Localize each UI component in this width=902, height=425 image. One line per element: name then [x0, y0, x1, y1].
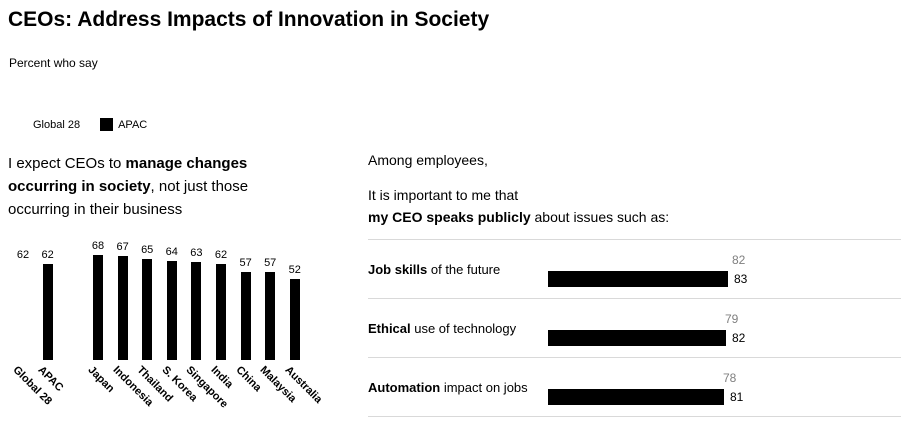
hbar-row-ethical-use-of-technology: Ethical use of technology 79 82 — [368, 299, 901, 358]
column-bar-japan — [93, 255, 103, 360]
hbar-line-global-28: 82 — [548, 251, 747, 268]
column-value-label-global-28: 62 — [16, 249, 30, 261]
column-value-label-s-korea: 64 — [165, 246, 178, 258]
legend-label-global-28: Global 28 — [33, 118, 81, 131]
column-bar-apac — [42, 264, 53, 360]
intro-line-2: my CEO speaks publicly about issues such… — [368, 206, 788, 228]
column-chart: 62 Global 28 62 APAC 68 Japan 67 Indonesia 65 Tha… — [0, 240, 345, 425]
column-value-label-apac: 62 — [41, 249, 54, 261]
column-bar-singapore — [191, 262, 202, 360]
text-part: I expect CEOs to — [8, 155, 126, 172]
column-bar-australia — [289, 279, 300, 360]
column-bar-thailand — [142, 259, 153, 360]
hbar-apac-automation-impact-on-jobs — [548, 388, 724, 405]
legend-item-apac: APAC — [100, 118, 147, 131]
text-part: my CEO speaks publicly — [368, 209, 531, 225]
hbar-value-apac-job-skills-of-the-future: 83 — [734, 271, 748, 286]
text-part: Job skills — [368, 261, 428, 277]
column-value-label-australia: 52 — [288, 264, 301, 276]
hbar-row-automation-impact-on-jobs: Automation impact on jobs 78 81 — [368, 358, 901, 417]
page-subtitle: Percent who say — [9, 56, 98, 70]
column-value-label-indonesia: 67 — [116, 241, 129, 253]
text-part: about issues such as: — [530, 209, 670, 225]
apac-swatch — [100, 118, 114, 131]
column-value-label-singapore: 63 — [190, 247, 203, 259]
column-bar-india — [216, 264, 226, 360]
hbar-line-global-28: 79 — [548, 310, 745, 327]
text-part: Automation — [368, 379, 441, 395]
hbar-group-ethical-use-of-technology: 79 82 — [548, 310, 745, 346]
hbar-line-apac: 82 — [548, 329, 745, 346]
hbar-row-label-automation-impact-on-jobs: Automation impact on jobs — [368, 380, 548, 395]
hbar-global-28-ethical-use-of-technology — [548, 312, 719, 325]
column-value-label-malaysia: 57 — [264, 257, 277, 269]
column-bar-s-korea — [166, 261, 177, 360]
text-part: of the future — [427, 261, 501, 277]
column-value-label-thailand: 65 — [141, 244, 154, 256]
hbar-chart: Job skills of the future 82 83 Ethical use … — [368, 239, 901, 417]
axis-label-china: China — [233, 364, 264, 395]
right-intro-text: It is important to me that my CEO speaks… — [368, 184, 788, 228]
column-value-label-china: 57 — [239, 257, 252, 269]
hbar-value-global-28-automation-impact-on-jobs: 78 — [723, 370, 737, 385]
hbar-value-apac-automation-impact-on-jobs: 81 — [730, 389, 744, 404]
hbar-group-automation-impact-on-jobs: 78 81 — [548, 369, 743, 405]
among-employees-text: Among employees, — [368, 152, 488, 168]
column-bar-indonesia — [117, 256, 128, 360]
hbar-value-global-28-job-skills-of-the-future: 82 — [732, 252, 746, 267]
legend-item-global-28: Global 28 — [15, 118, 80, 131]
chart-legend: Global 28 APAC — [15, 118, 147, 131]
hbar-global-28-automation-impact-on-jobs — [548, 371, 717, 384]
intro-line-1: It is important to me that — [368, 187, 519, 203]
hbar-apac-job-skills-of-the-future — [548, 270, 728, 287]
global-28-swatch — [15, 118, 28, 131]
hbar-group-job-skills-of-the-future: 82 83 — [548, 251, 747, 287]
hbar-value-apac-ethical-use-of-technology: 82 — [732, 330, 746, 345]
text-part: use of technology — [410, 320, 517, 336]
hbar-value-global-28-ethical-use-of-technology: 79 — [725, 311, 739, 326]
text-part: Ethical — [368, 320, 411, 336]
hbar-row-label-job-skills-of-the-future: Job skills of the future — [368, 262, 548, 277]
legend-label-apac: APAC — [118, 118, 148, 131]
column-value-label-india: 62 — [214, 249, 228, 261]
hbar-line-apac: 83 — [548, 270, 747, 287]
text-part: manage changes occurring in society — [8, 155, 248, 195]
text-part: impact on jobs — [440, 379, 528, 395]
axis-label-japan: Japan — [85, 364, 117, 395]
hbar-row-job-skills-of-the-future: Job skills of the future 82 83 — [368, 240, 901, 299]
hbar-line-global-28: 78 — [548, 369, 743, 386]
hbar-row-label-ethical-use-of-technology: Ethical use of technology — [368, 321, 548, 336]
left-statement: I expect CEOs to manage changes occurrin… — [8, 152, 270, 221]
hbar-line-apac: 81 — [548, 388, 743, 405]
hbar-apac-ethical-use-of-technology — [548, 329, 726, 346]
column-value-label-japan: 68 — [91, 240, 105, 252]
column-bar-china — [240, 272, 251, 360]
column-bar-malaysia — [265, 272, 276, 360]
text-part: , not just those occurring in their busi… — [8, 178, 249, 218]
hbar-global-28-job-skills-of-the-future — [548, 253, 726, 266]
column-bar-global-28 — [18, 264, 28, 360]
page-title: CEOs: Address Impacts of Innovation in S… — [8, 8, 490, 31]
